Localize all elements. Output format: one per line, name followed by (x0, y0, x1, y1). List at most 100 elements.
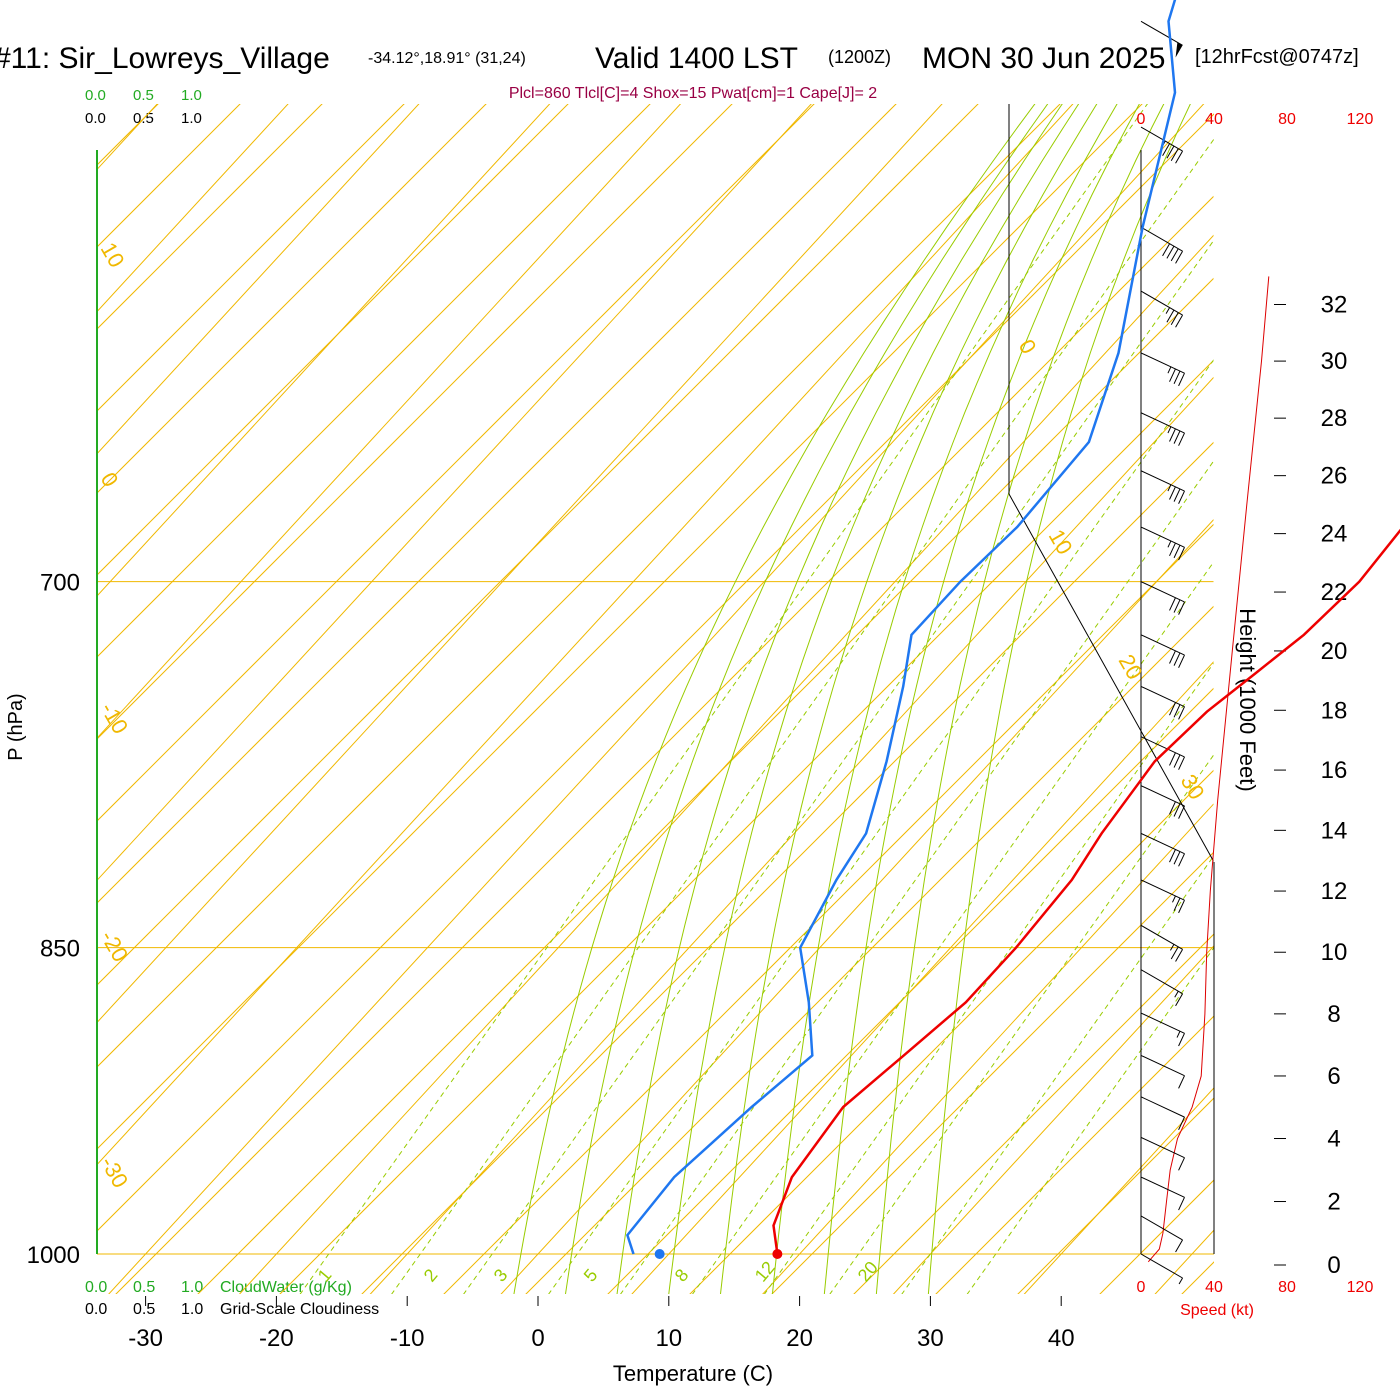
valid-time: Valid 1400 LST (595, 42, 798, 75)
dry-adiabat-line (97, 104, 569, 576)
sounding-indices: Plcl=860 Tlcl[C]=4 Shox=15 Pwat[cm]=1 Ca… (509, 85, 877, 102)
mixing-ratio-label: 5 (580, 1265, 602, 1286)
wind-barb-staff (1140, 1253, 1183, 1279)
pressure-tick-label: 1000 (27, 1242, 80, 1269)
utc-time: (1200Z) (828, 47, 891, 67)
isotherm-line (97, 104, 682, 739)
wind-barb (1140, 1253, 1184, 1285)
cloud-top-black-2: 1.0 (181, 110, 202, 127)
moist-adiabat-line (823, 104, 1140, 1294)
wind-barb-half-flag (1172, 895, 1176, 903)
mixing-ratio-line (901, 854, 1214, 1294)
wind-barb-half-flag (1167, 484, 1172, 492)
pressure-tick-label: 850 (40, 936, 80, 963)
wind-barb (1140, 685, 1185, 720)
mixing-ratio-label: 2 (420, 1265, 442, 1286)
dry-adiabat-line (97, 104, 979, 986)
isotherm-line (762, 802, 1214, 1294)
wind-barb-flag (1173, 803, 1181, 817)
height-tick-label: 30 (1321, 348, 1348, 375)
dry-adiabat-line (279, 359, 1214, 1294)
wind-barb (1140, 969, 1184, 1007)
dry-adiabat-line (853, 933, 1214, 1294)
wind-barb-staff (1140, 20, 1183, 46)
wind-barb-staff (1140, 412, 1185, 434)
height-tick-label: 8 (1327, 1001, 1340, 1028)
wind-barb-staff (1140, 526, 1185, 548)
speed-axis-label: Speed (kt) (1180, 1302, 1254, 1319)
wind-barb-half-flag (1167, 426, 1172, 434)
wind-barb-flag (1173, 488, 1181, 502)
wind-barb-half-flag (1167, 540, 1172, 548)
wind-barb-staff (1140, 352, 1185, 374)
wind-barb-flag (1169, 597, 1176, 611)
wind-barb-flag (1178, 899, 1185, 914)
temperature-tick-label: 0 (531, 1325, 544, 1352)
wind-barb-flag (1178, 547, 1185, 561)
temperature-tick-label: 40 (1048, 1325, 1075, 1352)
isotherm-label: 30 (1176, 770, 1210, 804)
temperature-tick-label: 30 (917, 1325, 944, 1352)
height-tick-label: 22 (1321, 579, 1348, 606)
height-tick-label: 26 (1321, 463, 1348, 490)
mixing-ratio-line (829, 753, 1214, 1294)
wind-barb-flag (1173, 851, 1181, 865)
wind-barb-flag (1170, 946, 1179, 960)
wind-barb-flag (1178, 490, 1185, 504)
wind-barb-flag (1173, 430, 1181, 444)
moist-adiabat-line (513, 104, 1036, 1294)
isotherm-label: -10 (96, 698, 134, 738)
isotherm-line (238, 234, 1214, 1294)
wind-barb-flag (1170, 312, 1179, 325)
wind-barb-flag (1178, 1033, 1185, 1047)
isotherm-lines (97, 104, 1214, 1294)
mixing-ratio-label: 3 (490, 1265, 512, 1286)
wind-barb-flag (1173, 897, 1181, 911)
cloud-bottom-black-1: 0.5 (133, 1301, 155, 1318)
station-title: #11: Sir_Lowreys_Village (0, 42, 330, 75)
mixing-ratio-line (620, 459, 1214, 1294)
wind-barb-flag (1178, 1075, 1185, 1089)
isotherm-line (97, 104, 420, 455)
wind-barb-flag (1169, 801, 1176, 815)
height-tick-label: 20 (1321, 638, 1348, 665)
wind-barb (1140, 1096, 1185, 1131)
height-tick-label: 14 (1321, 817, 1348, 844)
wind-barb (1140, 226, 1184, 264)
wind-barb-flag (1173, 652, 1181, 666)
dry-adiabat-line (935, 1015, 1214, 1294)
moist-adiabat-lines (513, 104, 1191, 1294)
moist-adiabat-line (927, 104, 1191, 1294)
wind-barbs (1140, 20, 1185, 1285)
cloud-bottom-green-1: 0.5 (133, 1279, 155, 1296)
temperature-surface-point (772, 1249, 783, 1259)
wind-barb-flag (1170, 248, 1179, 262)
wind-barb (1140, 924, 1184, 962)
temperature-profile-line (772, 528, 1400, 1255)
mixing-ratio-line (548, 358, 1214, 1294)
height-tick-label: 0 (1327, 1252, 1340, 1279)
cloud-scale-top: 0.0 0.5 1.0 0.0 0.5 1.0 (85, 87, 202, 127)
cloud-bottom-green-0: 0.0 (85, 1279, 107, 1296)
wind-barb (1140, 290, 1184, 328)
wind-barb-flag (1178, 805, 1185, 819)
height-tick-label: 12 (1321, 878, 1348, 905)
height-tick-label: 10 (1321, 939, 1348, 966)
wind-barb-staff (1140, 634, 1185, 656)
wind-barb-half-flag (1167, 366, 1172, 374)
wind-barb (1140, 634, 1185, 668)
wind-barb-staff (1140, 785, 1185, 807)
wind-barb-flag (1166, 145, 1175, 159)
wind-barb-staff (1140, 126, 1183, 152)
wind-barb-flag (1173, 370, 1181, 384)
isotherm-line (97, 104, 551, 597)
temperature-axis-title: Temperature (C) (613, 1361, 773, 1386)
cloud-top-green-1: 0.5 (133, 87, 154, 104)
isotherm-label: 0 (1014, 335, 1042, 358)
cloudiness-label: Grid-Scale Cloudiness (220, 1301, 379, 1318)
wind-barb-half-flag (1165, 307, 1171, 314)
wind-barb-flag (1175, 949, 1184, 962)
temperature-axis: -30 -20 -10 0 10 20 30 40 (128, 1296, 1075, 1352)
